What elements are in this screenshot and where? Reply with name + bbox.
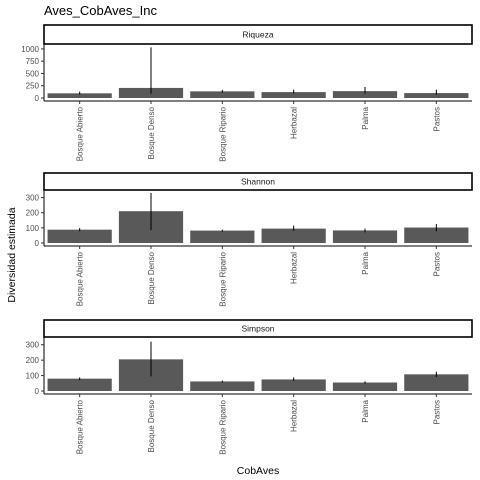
facet-strip <box>43 24 473 45</box>
x-axis-title: CobAves <box>237 465 279 477</box>
x-tick-label: Bosque Ripario <box>218 251 227 306</box>
facet-strip-label: Simpson <box>241 324 274 334</box>
facet-strip-label: Riqueza <box>242 30 273 40</box>
facet-strip <box>43 319 473 338</box>
bar <box>190 230 255 243</box>
x-tick-label: Pastos <box>432 400 441 424</box>
y-tick-label: 500 <box>26 69 40 78</box>
x-tick-label: Pastos <box>432 252 441 276</box>
x-tick-label: Palma <box>361 106 370 129</box>
bar <box>404 374 469 391</box>
x-tick-label: Bosque Ripario <box>218 399 227 454</box>
x-tick-label: Bosque Denso <box>147 399 156 452</box>
bar <box>404 93 469 98</box>
y-tick-label: 100 <box>26 224 40 233</box>
bar <box>47 229 112 243</box>
facet-strip-label: Shannon <box>241 177 275 187</box>
bar <box>332 382 398 391</box>
x-tick-label: Bosque Abierto <box>76 106 85 161</box>
bar <box>404 227 469 243</box>
y-tick-label: 300 <box>26 194 40 203</box>
y-tick-label: 200 <box>26 209 40 218</box>
x-tick-label: Bosque Ripario <box>218 106 227 161</box>
y-axis-title: Diversidad estimada <box>6 207 18 302</box>
x-tick-label: Palma <box>361 251 370 274</box>
bar <box>332 230 398 243</box>
y-tick-label: 100 <box>26 372 40 381</box>
x-tick-label: Palma <box>361 399 370 422</box>
x-tick-label: Herbazal <box>290 107 299 139</box>
bar <box>261 92 326 98</box>
x-tick-label: Herbazal <box>290 252 299 284</box>
y-tick-label: 0 <box>35 239 40 248</box>
facet-strip <box>43 172 473 191</box>
y-tick-label: 750 <box>26 57 40 66</box>
x-tick-label: Bosque Denso <box>147 251 156 304</box>
x-tick-label: Bosque Abierto <box>76 251 85 306</box>
y-tick-label: 200 <box>26 356 40 365</box>
facet-simpson: Simpson 0 100 200 300 Bosque Abierto Bosque De… <box>26 319 473 455</box>
bar <box>190 91 255 98</box>
y-tick-label: 0 <box>35 387 40 396</box>
y-tick-label: 250 <box>26 82 40 91</box>
facet-riqueza: Riqueza 0 250 500 750 1000 Bosque Abierto Bosqu… <box>21 24 473 162</box>
y-tick-label: 0 <box>35 94 40 103</box>
facet-shannon: Shannon 0 100 200 300 Bosque Abierto Bosque De… <box>26 172 473 307</box>
y-tick-label: 1000 <box>21 45 39 54</box>
x-tick-label: Herbazal <box>290 400 299 432</box>
bar <box>332 91 398 98</box>
x-tick-label: Bosque Abierto <box>76 399 85 454</box>
x-tick-label: Pastos <box>432 107 441 131</box>
bar <box>47 93 112 98</box>
bar <box>261 228 326 243</box>
bar <box>261 379 326 391</box>
y-tick-label: 300 <box>26 341 40 350</box>
chart-title: Aves_CobAves_Inc <box>44 3 157 18</box>
bar <box>47 378 112 391</box>
x-tick-label: Bosque Denso <box>147 106 156 159</box>
bar <box>190 381 255 391</box>
